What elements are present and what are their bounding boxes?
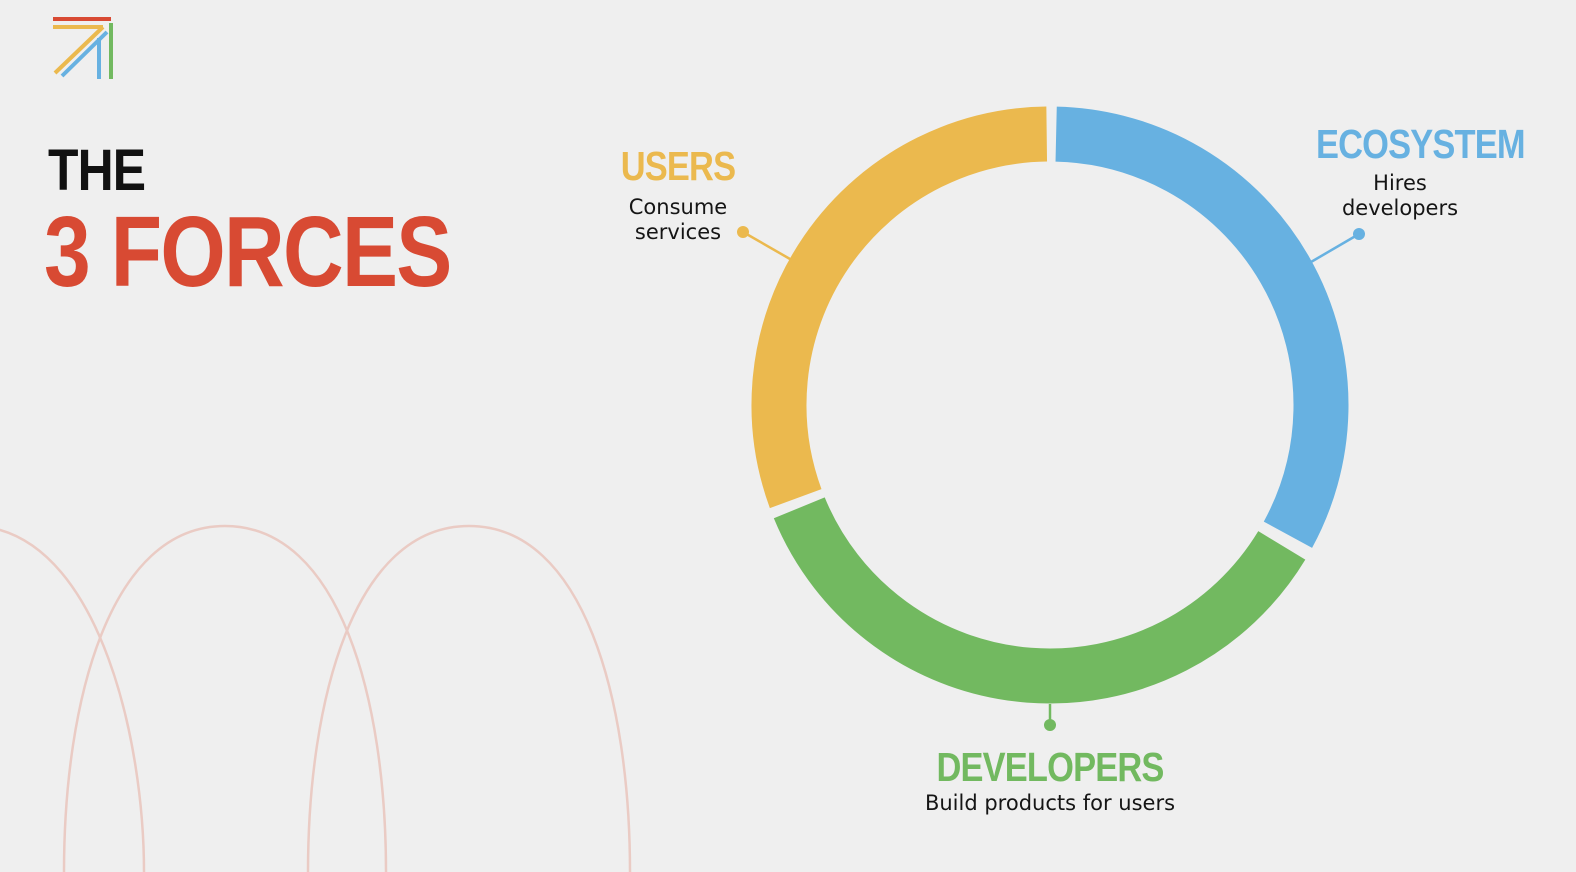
connector-dot-ecosystem [1353,228,1365,240]
arrow-logo-icon [53,17,113,79]
force-name-ecosystem: ECOSYSTEM [1316,121,1526,167]
connector-dot-developers [1044,719,1056,731]
ring-segment-users [751,106,1048,509]
connector-ecosystem [1310,232,1360,264]
force-label-developers: DEVELOPERS Build products for users [880,747,1220,816]
connector-users [742,230,791,261]
decorative-arc [0,528,146,872]
force-description-users: Consume services [628,195,728,244]
ring-segment-ecosystem [1055,106,1349,548]
decorative-arc [306,524,632,872]
force-name-users: USERS [620,143,736,189]
ring-segment-developers [773,497,1306,704]
force-label-ecosystem: ECOSYSTEM Hires developers [1300,121,1526,221]
decorative-arc [62,524,388,872]
title-line-3-forces: 3 FORCES [44,196,452,308]
force-name-developers: DEVELOPERS [936,744,1164,790]
force-description-ecosystem: Hires developers [1341,171,1459,220]
force-label-users: USERS Consume services [598,146,758,245]
force-description-developers: Build products for users [924,791,1176,815]
connector-dot-users [737,226,749,238]
title-line-the: THE [48,138,146,203]
